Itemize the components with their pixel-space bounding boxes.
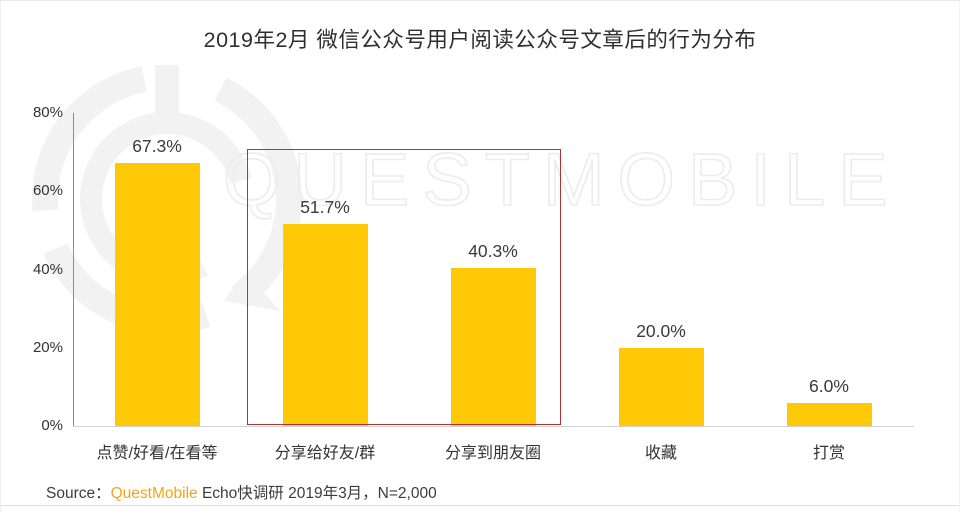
y-tick-label: 0%: [41, 417, 63, 434]
x-axis-category-label: 分享到朋友圈: [444, 445, 541, 462]
bar-value-label: 51.7%: [300, 196, 350, 217]
y-tick-label: 40%: [32, 260, 63, 278]
bar-value-label: 67.3%: [132, 135, 182, 156]
bar-value-label: 40.3%: [468, 241, 518, 262]
y-axis-line: [73, 113, 74, 426]
x-axis-category-label: 打赏: [812, 445, 845, 462]
source-suffix: Echo快调研 2019年3月，N=2,000: [197, 485, 437, 502]
y-tick-label: 60%: [32, 182, 63, 200]
bottom-divider: [1, 505, 959, 506]
bar-value-label: 20.0%: [636, 320, 686, 341]
bar-value-label: 6.0%: [809, 375, 849, 396]
bar: [450, 268, 536, 426]
bar: [786, 402, 872, 426]
chart-title: 2019年2月 微信公众号用户阅读公众号文章后的行为分布: [203, 28, 757, 52]
x-axis-category-label: 收藏: [644, 445, 677, 462]
source-brand: QuestMobile: [110, 485, 198, 502]
source-prefix: Source：: [46, 485, 111, 502]
bar: [618, 347, 704, 426]
x-axis-line: [73, 426, 914, 427]
y-tick-label: 20%: [32, 338, 63, 356]
bar: [282, 223, 368, 426]
x-axis-category-label: 点赞/好看/在看等: [96, 445, 218, 462]
x-axis-category-label: 分享给好友/群: [274, 445, 376, 462]
source-line: Source：QuestMobile Echo快调研 2019年3月，N=2,0…: [46, 481, 437, 503]
y-tick-label: 80%: [32, 104, 63, 121]
highlight-box: [247, 149, 561, 425]
bar: [114, 162, 200, 426]
